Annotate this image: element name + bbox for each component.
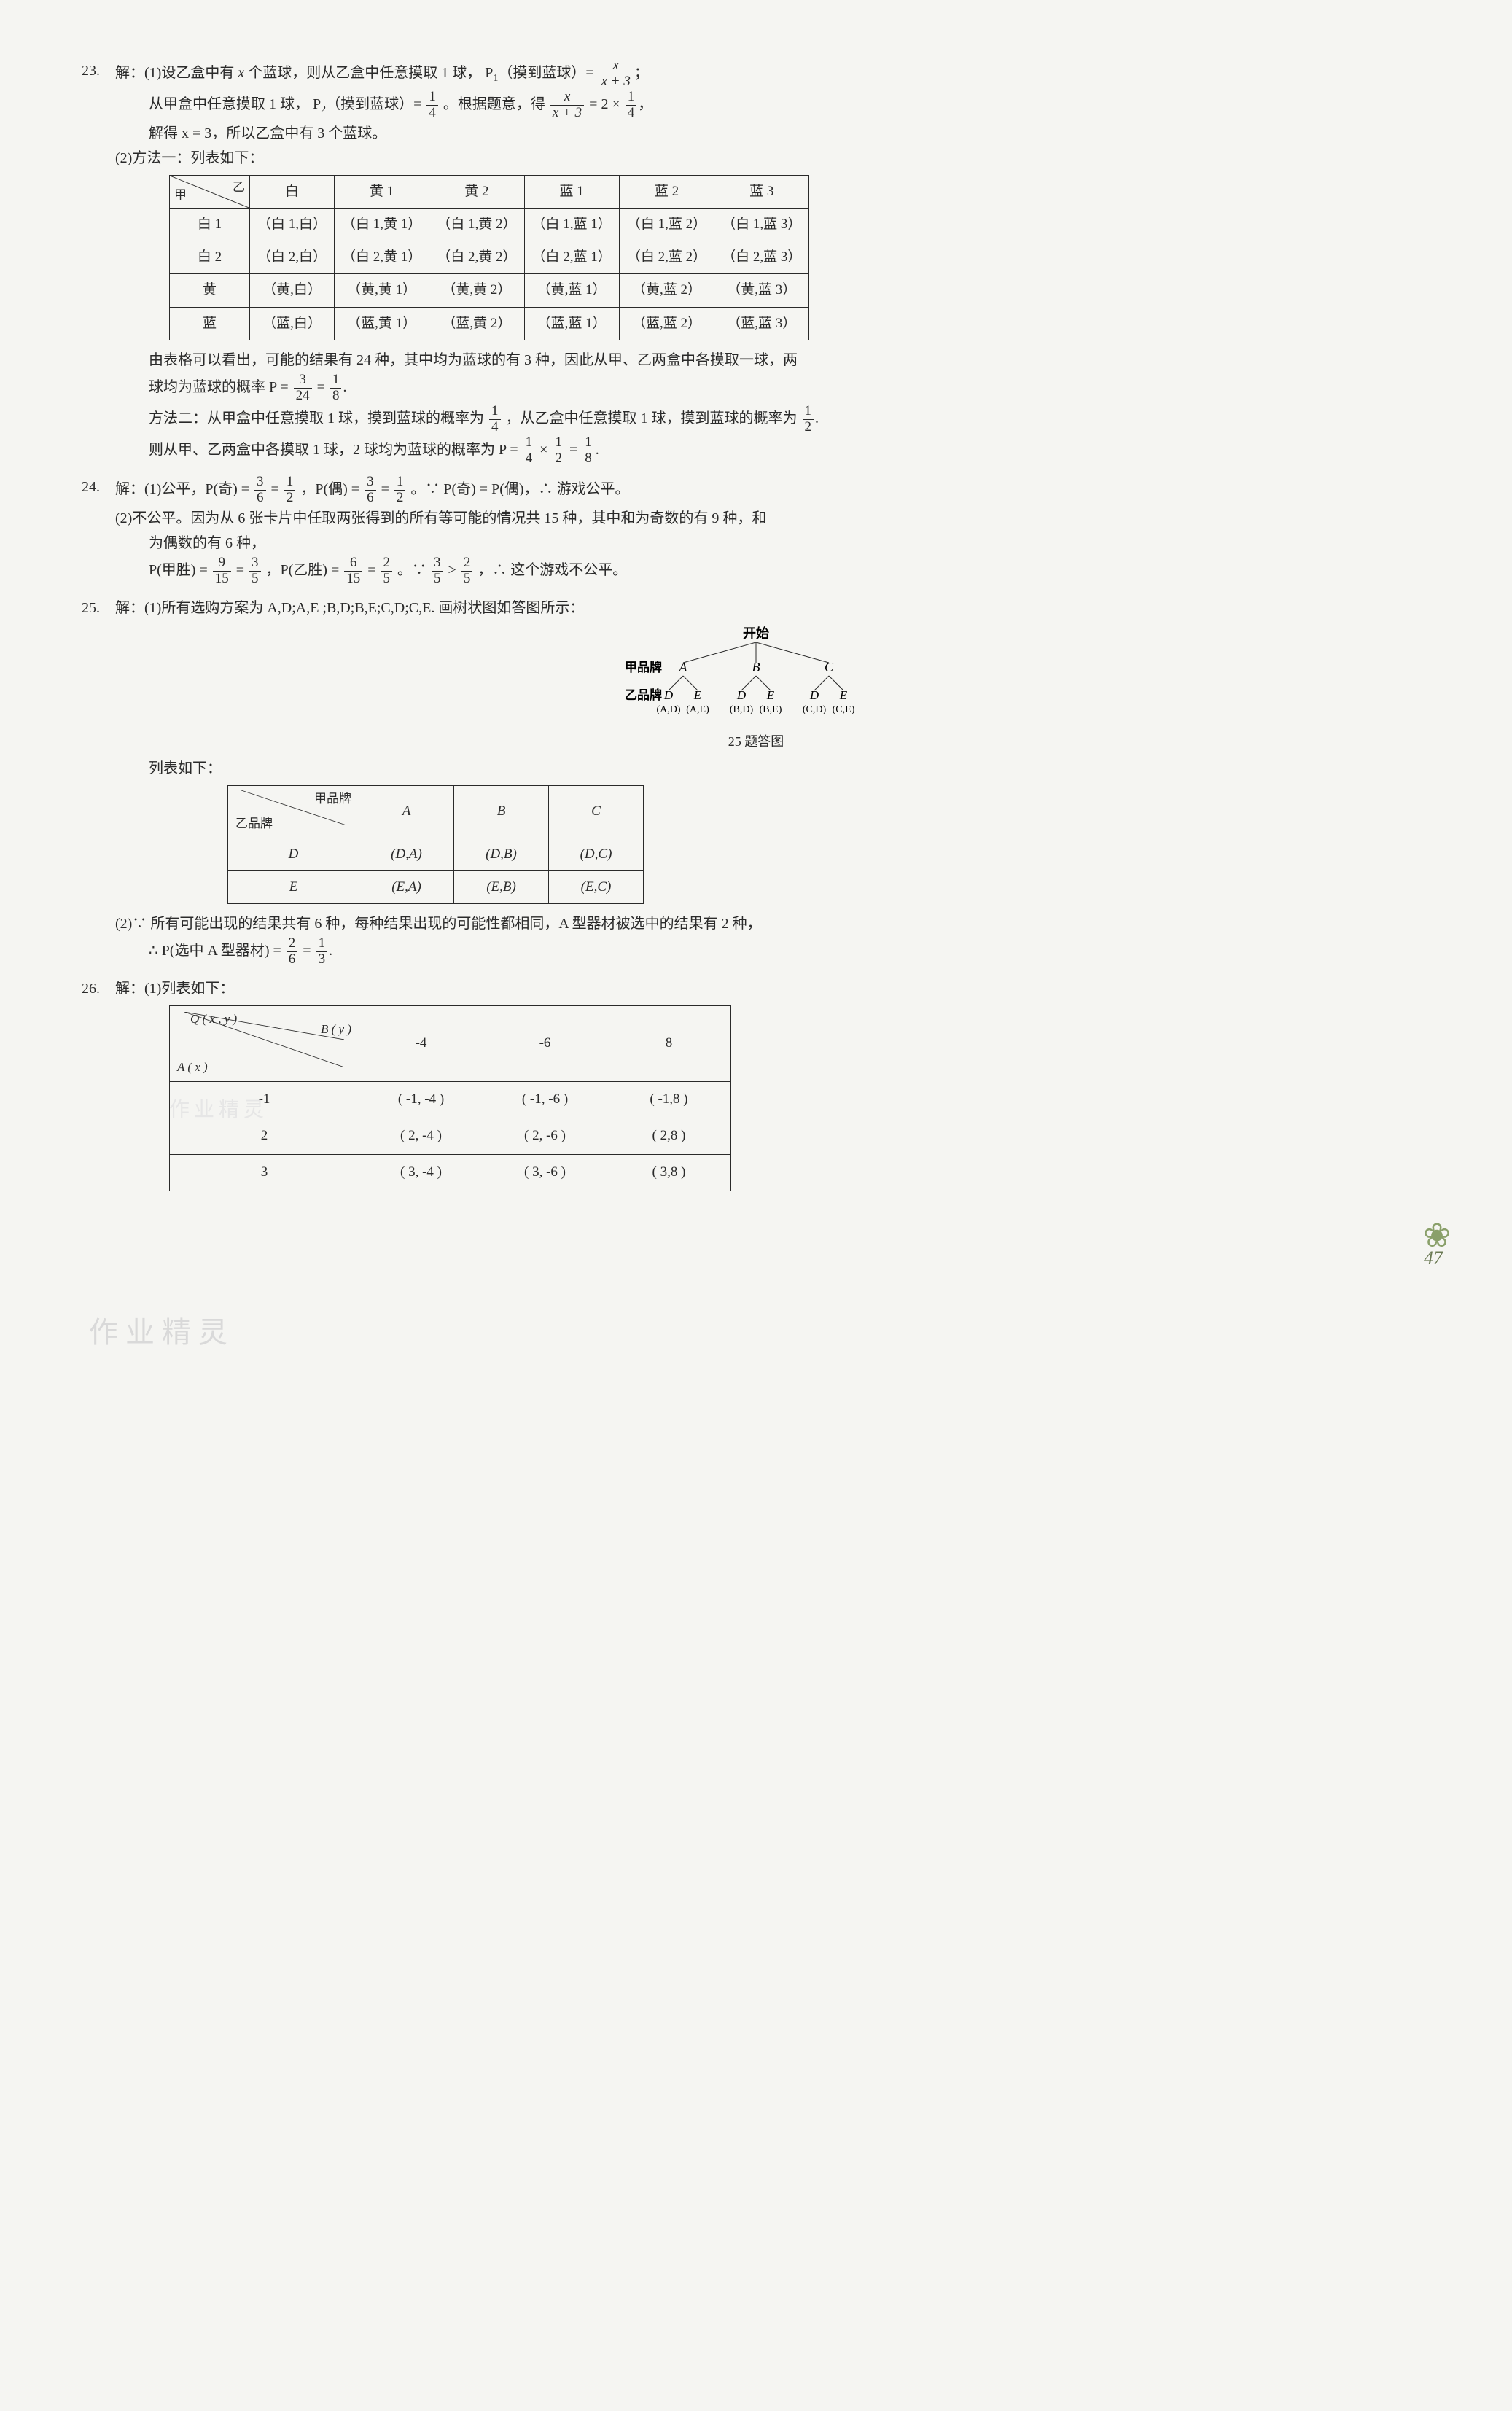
page-number-decor: ❀ 47: [1407, 1229, 1460, 1275]
svg-text:D: D: [736, 688, 747, 702]
svg-text:(C,E): (C,E): [833, 704, 855, 715]
q23-line8: 则从甲、乙两盒中各摸取 1 球，2 球均为蓝球的概率为 P = 14 × 12 …: [82, 435, 1430, 467]
question-24: 24. 解：(1)公平，P(奇) = 36 = 12 ，P(偶) = 36 = …: [82, 475, 1430, 587]
svg-text:E: E: [693, 688, 702, 702]
tree-caption: 25 题答图: [82, 731, 1430, 753]
table-diag-cell: 乙 甲: [170, 175, 250, 208]
svg-text:甲品牌: 甲品牌: [625, 660, 662, 674]
svg-text:(A,E): (A,E): [686, 704, 709, 715]
svg-text:(B,E): (B,E): [760, 704, 782, 715]
table-row: 黄 （黄,白）（黄,黄 1）（黄,黄 2） （黄,蓝 1）（黄,蓝 2）（黄,蓝…: [170, 274, 809, 307]
table-row: E (E,A)(E,B)(E,C): [228, 870, 644, 903]
q25-number: 25.: [82, 596, 115, 620]
svg-text:乙品牌: 乙品牌: [625, 688, 662, 702]
question-26: 26. 解：(1)列表如下： Q ( x , y ) B ( y ) A ( x…: [82, 976, 1430, 1191]
svg-text:(A,D): (A,D): [656, 704, 680, 715]
q24-line2: (2)不公平。因为从 6 张卡片中任取两张得到的所有等可能的情况共 15 种，其…: [82, 506, 1430, 531]
q25-line2: 列表如下：: [82, 756, 1430, 781]
page-number: 47: [1407, 1242, 1460, 1274]
q26-number: 26.: [82, 976, 115, 1001]
table-row: 蓝 （蓝,白）（蓝,黄 1）（蓝,黄 2） （蓝,蓝 1）（蓝,蓝 2）（蓝,蓝…: [170, 307, 809, 340]
table-row: 白 1 （白 1,白）（白 1,黄 1）（白 1,黄 2） （白 1,蓝 1）（…: [170, 208, 809, 241]
svg-text:B: B: [752, 660, 760, 674]
question-23: 23. 解：(1)设乙盒中有 x 个蓝球，则从乙盒中任意摸取 1 球， P1（摸…: [82, 58, 1430, 466]
table-row: 3 ( 3, -4 )( 3, -6 )( 3,8 ): [170, 1154, 731, 1191]
q25-line1: 解：(1)所有选购方案为 A,D;A,E ;B,D;B,E;C,D;C,E. 画…: [115, 596, 584, 620]
q23-line5: 由表格可以看出，可能的结果有 24 种，其中均为蓝球的有 3 种，因此从甲、乙两…: [82, 348, 1430, 373]
page: 23. 解：(1)设乙盒中有 x 个蓝球，则从乙盒中任意摸取 1 球， P1（摸…: [82, 58, 1430, 1358]
col-header: C: [549, 785, 644, 838]
col-header: -6: [483, 1005, 607, 1081]
table-row: D (D,A)(D,B)(D,C): [228, 838, 644, 870]
svg-text:C: C: [825, 660, 834, 674]
watermark: 作业精灵: [89, 1308, 1430, 1358]
q23-number: 23.: [82, 58, 115, 83]
fan-icon: ❀: [1407, 1229, 1460, 1242]
table-diag-cell: Q ( x , y ) B ( y ) A ( x ): [170, 1005, 359, 1081]
question-25: 25. 解：(1)所有选购方案为 A,D;A,E ;B,D;B,E;C,D;C,…: [82, 596, 1430, 967]
col-header: 白: [250, 175, 335, 208]
watermark-inline: 作业精灵: [169, 1093, 268, 1128]
q23-line6: 球均为蓝球的概率 P = 324 = 18.: [82, 373, 1430, 404]
q23-line1: 解：(1)设乙盒中有 x 个蓝球，则从乙盒中任意摸取 1 球， P1（摸到蓝球）…: [115, 58, 649, 90]
tree-diagram: 开始 甲品牌 A B C 乙品牌 D E D E D E (A,D) (A,E)…: [82, 626, 1430, 753]
q24-line3: 为偶数的有 6 种，: [82, 531, 1430, 556]
svg-text:A: A: [679, 660, 688, 674]
q23-table: 乙 甲 白 黄 1 黄 2 蓝 1 蓝 2 蓝 3 白 1 （白 1,白）（白 …: [169, 175, 809, 340]
col-header: -4: [359, 1005, 483, 1081]
col-header: 蓝 2: [619, 175, 714, 208]
col-header: 8: [607, 1005, 731, 1081]
svg-text:D: D: [663, 688, 674, 702]
col-header: B: [454, 785, 549, 838]
q26-line1: 解：(1)列表如下：: [115, 976, 234, 1001]
table-diag-cell: 甲品牌 乙品牌: [228, 785, 359, 838]
col-header: 蓝 1: [524, 175, 619, 208]
svg-text:(C,D): (C,D): [803, 704, 827, 715]
q23-line2: 从甲盒中任意摸取 1 球， P2（摸到蓝球）= 14 。根据题意，得 xx + …: [82, 90, 1430, 121]
svg-text:(B,D): (B,D): [730, 704, 754, 715]
col-header: 蓝 3: [714, 175, 809, 208]
q25-line3: (2)∵ 所有可能出现的结果共有 6 种，每种结果出现的可能性都相同，A 型器材…: [82, 911, 1430, 936]
q23-line4: (2)方法一：列表如下：: [82, 146, 1430, 171]
q24-number: 24.: [82, 475, 115, 499]
svg-text:D: D: [809, 688, 819, 702]
col-header: A: [359, 785, 454, 838]
col-header: 黄 2: [429, 175, 524, 208]
col-header: 黄 1: [335, 175, 429, 208]
q25-line4: ∴ P(选中 A 型器材) = 26 = 13.: [82, 936, 1430, 967]
table-row: 白 2 （白 2,白）（白 2,黄 1）（白 2,黄 2） （白 2,蓝 1）（…: [170, 241, 809, 274]
q24-line1: 解：(1)公平，P(奇) = 36 = 12 ，P(偶) = 36 = 12 。…: [115, 475, 630, 506]
q24-line4: P(甲胜) = 915 = 35 ，P(乙胜) = 615 = 25 。∵ 35…: [82, 556, 1430, 587]
q25-table: 甲品牌 乙品牌 A B C D (D,A)(D,B)(D,C) E (E,A)(…: [227, 785, 644, 905]
svg-text:E: E: [766, 688, 775, 702]
q23-line3: 解得 x = 3，所以乙盒中有 3 个蓝球。: [82, 121, 1430, 146]
q23-line7: 方法二：从甲盒中任意摸取 1 球，摸到蓝球的概率为 14 ，从乙盒中任意摸取 1…: [82, 404, 1430, 435]
tree-root-text: 开始: [743, 626, 769, 641]
svg-text:E: E: [839, 688, 848, 702]
